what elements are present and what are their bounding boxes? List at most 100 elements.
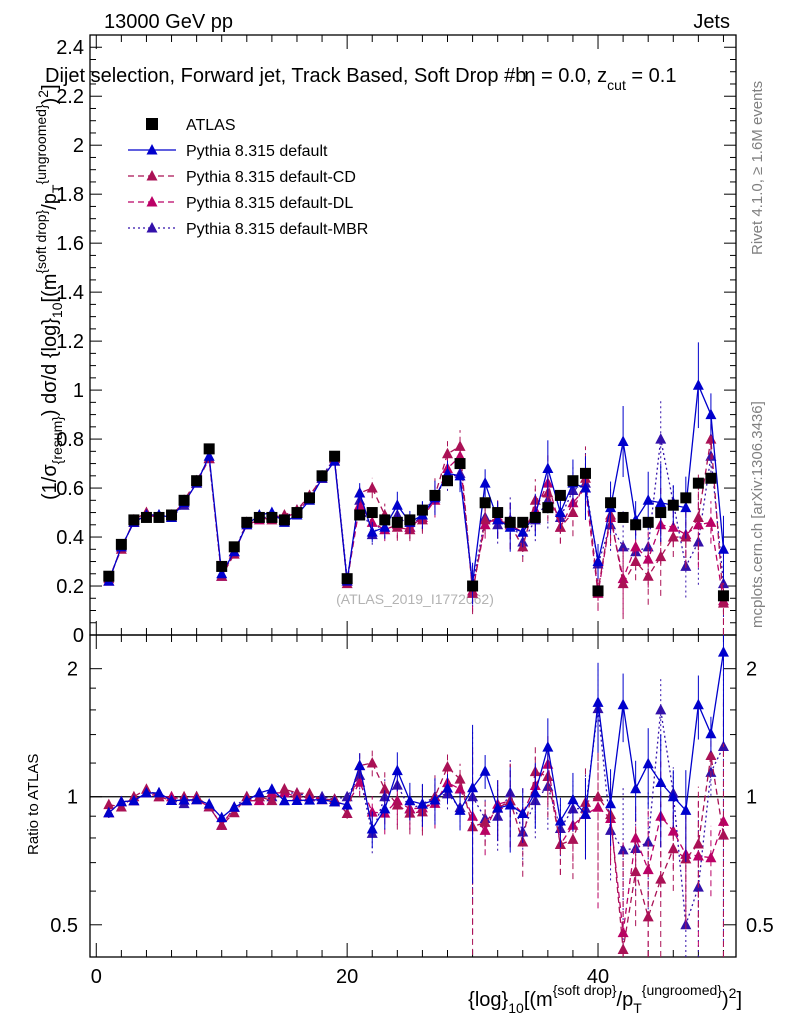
legend-label: Pythia 8.315 default: [186, 143, 328, 160]
ratio-marker: [479, 816, 491, 827]
main-y-tick-label: 1.4: [56, 282, 84, 304]
main-y-tick-label: 2.2: [56, 86, 84, 108]
ratio-marker: [692, 698, 704, 710]
ratio-marker: [667, 842, 679, 854]
data-point: [329, 450, 341, 462]
main-y-tick-label: 2.4: [56, 37, 84, 59]
ratio-marker: [216, 819, 228, 830]
legend-triangle-marker: [146, 196, 158, 207]
ratio-marker: [617, 943, 629, 954]
data-point: [579, 467, 591, 479]
ratio-marker: [203, 798, 215, 809]
plot-title-main: Dijet selection, Forward jet, Track Base…: [45, 65, 526, 87]
ratio-marker: [228, 801, 240, 812]
ratio-series-pythia-8-315-default-mbr: [103, 653, 729, 957]
ratio-marker: [655, 703, 667, 715]
ratio-y-tick-label-right: 2: [746, 659, 757, 681]
series-marker: [630, 555, 642, 567]
ratio-series-line: [108, 755, 725, 950]
main-y-tick-label: 0.2: [56, 576, 84, 598]
legend-item: Pythia 8.315 default: [128, 143, 328, 160]
ratio-y-axis-label: Ratio to ATLAS: [25, 754, 42, 855]
main-y-tick-label: 0: [73, 625, 84, 647]
data-point: [103, 570, 115, 582]
data-point: [517, 516, 529, 528]
data-point: [253, 511, 265, 523]
ratio-marker: [441, 782, 453, 793]
x-tick-label: 20: [336, 966, 358, 988]
data-point: [416, 504, 428, 516]
plot-title-eta: η = 0.0, z: [524, 65, 607, 87]
data-point: [241, 516, 253, 528]
legend-label: Pythia 8.315 default-DL: [186, 195, 353, 212]
ratio-marker: [454, 804, 466, 815]
ratio-marker: [354, 759, 366, 771]
series-marker: [216, 567, 228, 579]
series-marker: [655, 496, 667, 508]
series-marker: [692, 511, 704, 522]
series-marker: [366, 482, 378, 493]
ratio-series-layer: [103, 635, 729, 957]
ratio-marker: [366, 822, 378, 834]
ratio-marker: [304, 794, 316, 805]
rivet-label: Rivet 4.1.0, ≥ 1.6M events: [749, 81, 766, 255]
ratio-marker: [103, 798, 115, 810]
data-point: [542, 502, 554, 514]
ratio-marker: [191, 793, 203, 805]
x-tick-label: 40: [587, 966, 609, 988]
ratio-marker: [479, 765, 491, 776]
data-point: [191, 475, 203, 487]
process-label: Jets: [693, 11, 730, 33]
ratio-marker: [617, 843, 629, 855]
series-marker: [717, 597, 729, 608]
ratio-marker: [667, 790, 679, 802]
series-marker: [579, 482, 591, 493]
ratio-marker: [554, 814, 566, 826]
legend-item: Pythia 8.315 default-DL: [128, 195, 353, 212]
ratio-marker: [266, 794, 278, 806]
ratio-marker: [492, 802, 504, 813]
data-point: [680, 492, 692, 504]
ratio-marker: [216, 811, 228, 823]
data-point: [529, 511, 541, 523]
plot-title-tail: = 0.1: [626, 65, 677, 87]
series-marker: [391, 499, 403, 510]
series-marker: [692, 535, 704, 547]
ratio-marker: [115, 795, 127, 807]
data-point: [692, 477, 704, 489]
main-y-tick-label: 0.6: [56, 478, 84, 500]
ratio-series-pythia-8-315-default-dl: [103, 695, 729, 957]
legend-item: Pythia 8.315 default-CD: [128, 169, 356, 186]
ratio-marker: [630, 865, 642, 877]
data-point: [266, 511, 278, 523]
ratio-panel-frame: [89, 634, 737, 958]
ratio-marker: [441, 761, 453, 772]
ratio-marker: [717, 646, 729, 657]
main-y-tick-label: 2: [73, 135, 84, 157]
series-marker: [655, 433, 667, 444]
main-series-layer: [103, 342, 729, 635]
ratio-marker: [479, 824, 491, 835]
ratio-marker: [592, 790, 604, 802]
data-point: [316, 470, 328, 482]
data-point: [655, 507, 667, 519]
data-point: [391, 516, 403, 528]
ratio-marker: [178, 794, 190, 805]
data-point: [228, 541, 240, 553]
ratio-marker: [467, 781, 479, 793]
ratio-marker: [542, 741, 554, 752]
ratio-marker: [140, 786, 152, 798]
series-marker: [379, 521, 391, 532]
series-marker: [642, 570, 654, 581]
ratio-series-line: [108, 762, 725, 933]
series-marker: [492, 513, 504, 525]
series-marker: [617, 435, 629, 447]
data-point: [178, 494, 190, 506]
ratio-marker: [692, 838, 704, 849]
ratio-marker: [379, 783, 391, 794]
energy-label: 13000 GeV pp: [104, 11, 233, 33]
x-tick-label: 0: [91, 966, 102, 988]
x-axis: 0 20 40: [91, 35, 724, 988]
analysis-watermark: (ATLAS_2019_I1772062): [336, 591, 494, 607]
